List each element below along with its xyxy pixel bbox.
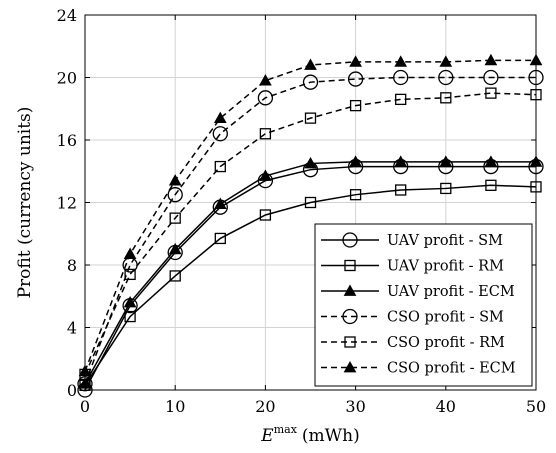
y-tick-label: 16 [57, 131, 77, 150]
legend-marker-square [344, 336, 356, 348]
y-axis-label: Profit (currency units) [15, 107, 35, 299]
data-point-triangle [349, 55, 362, 67]
legend-marker-circle [342, 308, 358, 325]
legend-marker-triangle [343, 284, 357, 296]
data-point-triangle [439, 155, 453, 167]
legend-item: UAV profit - SM [321, 232, 503, 249]
data-point-square [485, 87, 497, 99]
series-3 [78, 155, 543, 389]
y-tick-label: 20 [57, 69, 77, 88]
legend-item: UAV profit - RM [321, 259, 504, 275]
data-point-triangle [304, 58, 317, 70]
data-point-triangle [304, 156, 317, 169]
data-point-triangle [259, 74, 272, 86]
data-point-triangle [168, 242, 182, 255]
legend-item: CSO profit - ECM [321, 361, 516, 377]
data-point-square [304, 196, 317, 209]
data-point-triangle [394, 55, 408, 67]
legend-item: CSO profit - RM [321, 335, 505, 351]
data-point-circle [212, 126, 228, 142]
data-point-square [395, 93, 407, 106]
x-axis-symbol: E [260, 426, 274, 446]
series-line [84, 184, 537, 386]
y-tick-label: 0 [67, 381, 77, 400]
data-point-square [440, 92, 452, 104]
data-point-circle [483, 69, 499, 86]
data-point-square [259, 128, 272, 140]
x-axis-superscript: max [274, 423, 298, 436]
data-point-square [304, 112, 317, 124]
data-point-square [124, 268, 136, 281]
data-point-square [349, 189, 362, 201]
data-point-circle [302, 74, 319, 90]
legend-label: UAV profit - RM [387, 259, 504, 275]
series-line [84, 92, 537, 375]
data-point-triangle [349, 155, 362, 167]
data-point-square [485, 179, 497, 191]
data-point-square [395, 184, 407, 196]
legend-item: UAV profit - ECM [321, 284, 515, 300]
data-point-triangle [394, 155, 408, 167]
legend-box [314, 223, 533, 387]
x-tick-label: 10 [165, 397, 185, 416]
legend-marker-triangle [343, 360, 357, 373]
data-point-square [124, 310, 136, 323]
series-layer [77, 53, 544, 398]
x-tick-label: 30 [345, 397, 365, 416]
data-point-triangle [168, 174, 182, 186]
x-tick-label: 0 [80, 397, 90, 416]
series-line [84, 165, 536, 391]
legend-item: CSO profit - SM [321, 308, 504, 326]
data-point-circle [257, 90, 274, 106]
series-6 [78, 53, 543, 377]
x-tick-label: 50 [526, 397, 546, 416]
legend-label: CSO profit - RM [387, 335, 505, 351]
series-line [84, 76, 536, 385]
ticks-layer: 0 10 20 30 40 50 0 4 8 12 16 20 24 [57, 6, 547, 416]
data-point-triangle [123, 295, 137, 308]
data-point-square [169, 212, 181, 224]
legend-marker-circle [342, 232, 358, 248]
legend-label: UAV profit - ECM [387, 284, 515, 300]
y-tick-label: 8 [67, 256, 77, 275]
data-point-triangle [439, 55, 453, 67]
data-point-square [169, 270, 181, 282]
data-point-square [440, 182, 452, 195]
data-point-triangle [213, 197, 227, 209]
y-tick-label: 12 [57, 194, 77, 213]
legend-label: CSO profit - ECM [387, 361, 516, 377]
data-point-circle [393, 69, 409, 86]
legend-marker-square [344, 259, 356, 272]
y-tick-label: 24 [57, 6, 77, 25]
legend-label: CSO profit - SM [387, 310, 504, 326]
legend-label: UAV profit - SM [387, 233, 503, 249]
data-point-triangle [213, 111, 227, 124]
data-point-circle [167, 187, 183, 203]
data-point-square [259, 209, 272, 221]
x-axis-unit: (mWh) [302, 426, 360, 446]
data-point-square [214, 232, 226, 245]
data-point-square [349, 99, 362, 112]
data-point-square [214, 160, 226, 173]
data-point-triangle [259, 169, 272, 181]
x-axis-label: Emax (mWh) [260, 423, 359, 446]
data-point-circle [438, 69, 454, 86]
data-point-triangle [484, 53, 498, 66]
series-4 [77, 69, 544, 392]
data-point-circle [347, 71, 364, 87]
data-point-triangle [123, 247, 137, 259]
legend: UAV profit - SM UAV profit - RM UAV profit… [314, 223, 533, 387]
series-2 [79, 179, 542, 391]
y-tick-label: 4 [67, 319, 77, 338]
x-tick-label: 20 [255, 397, 275, 416]
data-point-triangle [484, 155, 498, 167]
x-tick-label: 40 [436, 397, 456, 416]
